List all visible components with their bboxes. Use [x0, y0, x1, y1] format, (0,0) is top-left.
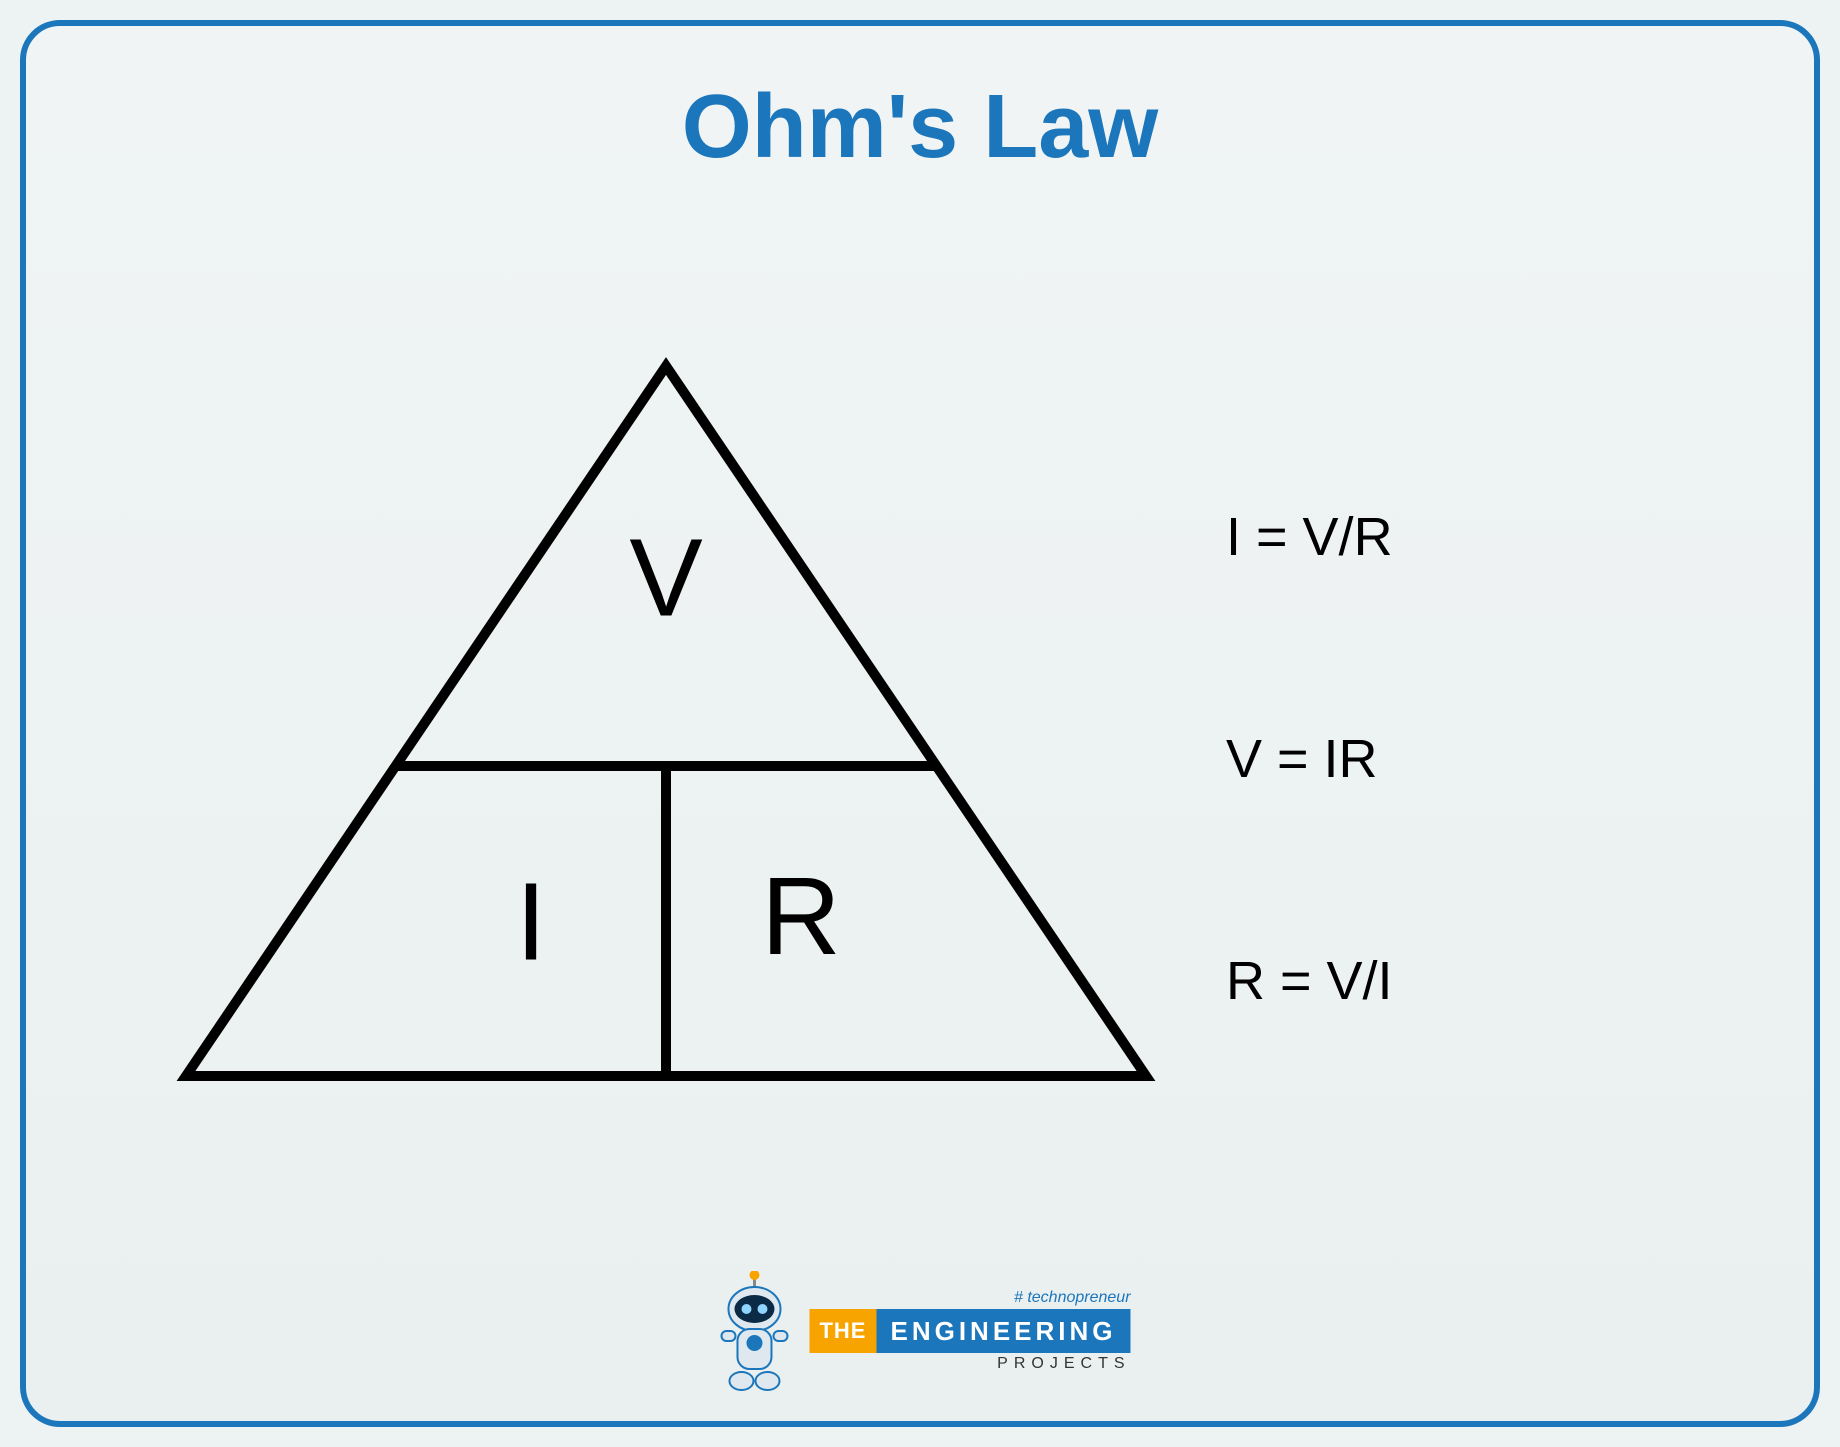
formula-current: I = V/R [1226, 506, 1393, 568]
footer-logo: # technopreneur THE ENGINEERING PROJECTS [709, 1271, 1130, 1391]
logo-engineering: ENGINEERING [876, 1309, 1130, 1353]
ohms-law-triangle: V I R [166, 336, 1166, 1096]
triangle-svg: V I R [166, 336, 1166, 1096]
logo-bar: THE ENGINEERING [809, 1309, 1130, 1353]
formula-voltage: V = IR [1226, 728, 1393, 790]
logo-projects: PROJECTS [809, 1355, 1130, 1373]
logo-the: THE [809, 1309, 876, 1353]
formula-resistance: R = V/I [1226, 950, 1393, 1012]
logo-tagline: # technopreneur [809, 1289, 1130, 1307]
triangle-label-r: R [761, 855, 840, 978]
robot-mascot-icon [709, 1271, 799, 1391]
formula-list: I = V/R V = IR R = V/I [1226, 506, 1393, 1012]
card-frame: Ohm's Law V I R I = V/R V = IR R = V/I [20, 20, 1820, 1427]
page-title: Ohm's Law [26, 76, 1814, 179]
triangle-label-v: V [629, 517, 702, 640]
triangle-label-i: I [516, 861, 547, 984]
logo-text-block: # technopreneur THE ENGINEERING PROJECTS [809, 1289, 1130, 1373]
triangle-lines [186, 366, 1146, 1076]
